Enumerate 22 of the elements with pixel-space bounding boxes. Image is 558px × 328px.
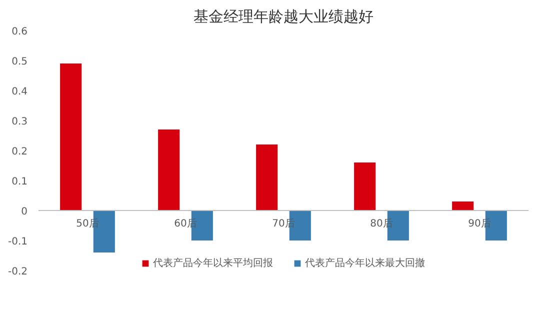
y-tick-label: 0.2 [12,146,28,158]
y-tick-label: 0.4 [12,86,28,98]
legend-label: 代表产品今年以来平均回报 [153,256,273,270]
y-tick-label: 0.5 [12,56,28,68]
x-tick-label: 50后 [76,218,99,230]
x-tick-label: 90后 [468,218,491,230]
bar [158,130,180,210]
y-tick-label: 0.3 [12,116,28,128]
bar [354,162,376,210]
x-tick-label: 80后 [370,218,393,230]
chart-title: 基金经理年龄越大业绩越好 [194,8,374,26]
bar [60,64,82,210]
bar [256,144,278,210]
y-tick-label: -0.2 [8,266,28,278]
y-tick-label: 0.6 [12,26,28,38]
y-tick-label: 0 [21,206,28,218]
y-tick-label: 0.1 [12,176,28,188]
bar [452,202,474,210]
x-tick-label: 60后 [174,218,197,230]
legend-label: 代表产品今年以来最大回撤 [305,256,425,270]
x-tick-label: 70后 [272,218,295,230]
y-tick-label: -0.1 [8,236,28,248]
